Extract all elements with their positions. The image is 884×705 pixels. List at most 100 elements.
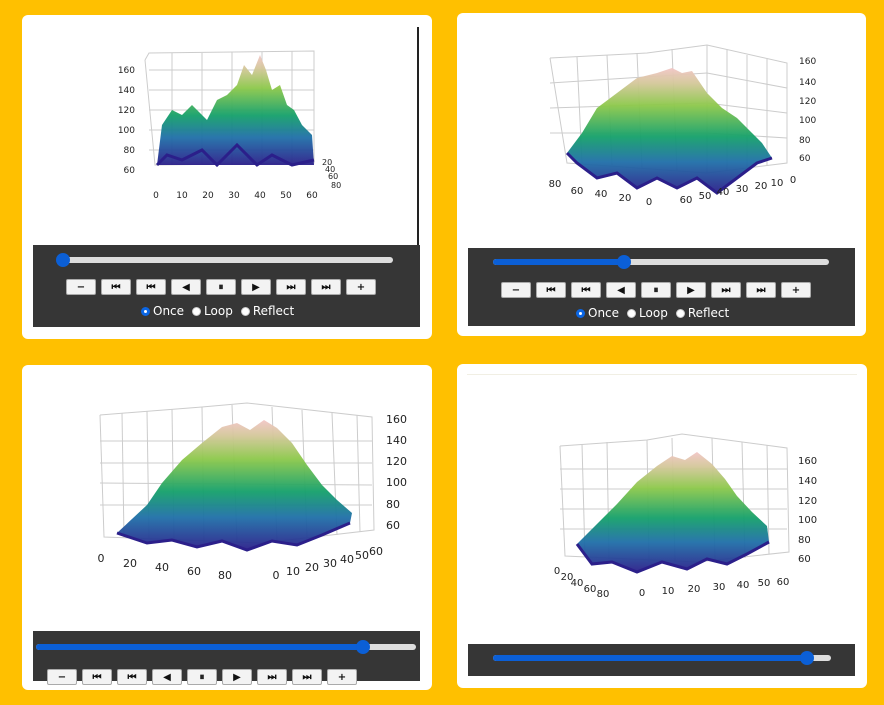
faster-button[interactable]: + xyxy=(781,282,811,298)
y-tick-label: 0 xyxy=(790,175,796,186)
x-tick-label: 80 xyxy=(549,179,562,190)
y-tick-label: 50 xyxy=(699,191,712,202)
y-tick-label: 30 xyxy=(713,582,726,593)
loop-mode-radio-group: Once Loop Reflect xyxy=(576,306,737,320)
radio-once[interactable]: Once xyxy=(141,304,184,318)
radio-label: Reflect xyxy=(687,306,730,320)
x-tick-label: 0 xyxy=(554,566,560,577)
animation-controls: − ⏮ ⏮ ◀ ⏸ ▶ ⏭ ⏭ + xyxy=(33,631,420,685)
radio-circle[interactable] xyxy=(141,307,150,316)
step-back-button[interactable]: ⏮ xyxy=(136,279,166,295)
radio-label: Once xyxy=(153,304,185,318)
step-back-button[interactable]: ⏮ xyxy=(571,282,601,298)
surface-plot-3: 160 140 120 100 80 60 0 20 40 60 80 0 10… xyxy=(98,402,407,582)
step-forward-button[interactable]: ⏭ xyxy=(257,669,287,685)
y-tick-label: 20 xyxy=(688,584,701,595)
y-tick-label: 30 xyxy=(736,184,749,195)
x-tick-label: 10 xyxy=(176,191,188,201)
slower-button[interactable]: − xyxy=(501,282,531,298)
slower-button[interactable]: − xyxy=(66,279,96,295)
animation-controls xyxy=(468,644,855,676)
slider-fill xyxy=(493,259,625,265)
y-tick-label: 40 xyxy=(340,553,354,566)
radio-circle[interactable] xyxy=(240,307,250,316)
play-reverse-button[interactable]: ◀ xyxy=(171,279,201,295)
pause-button[interactable]: ⏸ xyxy=(187,669,217,685)
pause-button[interactable]: ⏸ xyxy=(641,282,671,298)
y-tick-label: 20 xyxy=(305,561,319,574)
first-frame-button[interactable]: ⏮ xyxy=(536,282,566,298)
z-tick-label: 60 xyxy=(386,519,400,532)
radio-reflect[interactable]: Reflect xyxy=(240,304,295,318)
z-tick-label: 100 xyxy=(799,116,816,126)
play-button[interactable]: ▶ xyxy=(241,279,271,295)
z-tick-label: 100 xyxy=(118,126,135,136)
y-tick-label: 0 xyxy=(639,588,645,599)
y-tick-label: 40 xyxy=(737,580,750,591)
radio-circle[interactable] xyxy=(192,307,202,316)
animation-panel-3: 160 140 120 100 80 60 0 20 40 60 80 0 10… xyxy=(22,365,432,690)
last-frame-button[interactable]: ⏭ xyxy=(311,279,341,295)
y-tick-label: 80 xyxy=(331,181,341,190)
radio-circle[interactable] xyxy=(675,309,685,318)
y-tick-label: 20 xyxy=(322,158,332,167)
play-reverse-button[interactable]: ◀ xyxy=(606,282,636,298)
x-tick-label: 80 xyxy=(218,569,232,582)
z-tick-label: 120 xyxy=(798,496,817,507)
play-button[interactable]: ▶ xyxy=(222,669,252,685)
z-tick-label: 120 xyxy=(799,97,816,107)
last-frame-button[interactable]: ⏭ xyxy=(292,669,322,685)
x-tick-label: 40 xyxy=(254,191,266,201)
y-tick-label: 60 xyxy=(369,545,383,558)
radio-once[interactable]: Once xyxy=(576,306,619,320)
step-forward-button[interactable]: ⏭ xyxy=(276,279,306,295)
z-tick-label: 80 xyxy=(386,498,400,511)
x-tick-label: 60 xyxy=(306,191,318,201)
radio-label: Reflect xyxy=(252,304,295,318)
step-forward-button[interactable]: ⏭ xyxy=(711,282,741,298)
z-tick-label: 140 xyxy=(118,86,135,96)
faster-button[interactable]: + xyxy=(327,669,357,685)
x-tick-label: 80 xyxy=(597,589,610,600)
slower-button[interactable]: − xyxy=(47,669,77,685)
slider-thumb[interactable] xyxy=(617,255,632,269)
y-tick-label: 10 xyxy=(771,178,784,189)
radio-loop[interactable]: Loop xyxy=(627,306,668,320)
last-frame-button[interactable]: ⏭ xyxy=(746,282,776,298)
slider-thumb[interactable] xyxy=(355,640,370,654)
frame-slider[interactable] xyxy=(493,255,829,269)
surface-plot-1: 160 140 120 100 80 60 0 10 20 30 40 50 6… xyxy=(118,27,419,245)
z-tick-label: 60 xyxy=(799,154,811,164)
radio-circle[interactable] xyxy=(576,309,585,318)
z-tick-label: 160 xyxy=(386,413,407,426)
slider-thumb[interactable] xyxy=(56,253,70,267)
frame-slider[interactable] xyxy=(493,651,831,665)
slider-thumb[interactable] xyxy=(800,651,815,665)
z-tick-label: 80 xyxy=(798,535,811,546)
frame-slider[interactable] xyxy=(36,640,416,654)
play-button[interactable]: ▶ xyxy=(676,282,706,298)
step-back-button[interactable]: ⏮ xyxy=(117,669,147,685)
y-tick-label: 40 xyxy=(325,165,335,174)
animation-panel-2: 160 140 120 100 80 60 80 60 40 20 0 60 5… xyxy=(457,13,866,336)
x-tick-label: 60 xyxy=(187,565,201,578)
play-reverse-button[interactable]: ◀ xyxy=(152,669,182,685)
y-tick-label: 20 xyxy=(755,181,768,192)
x-tick-label: 60 xyxy=(584,584,597,595)
radio-reflect[interactable]: Reflect xyxy=(675,306,730,320)
divider xyxy=(467,374,857,375)
radio-circle[interactable] xyxy=(627,309,637,318)
radio-loop[interactable]: Loop xyxy=(192,304,233,318)
pause-button[interactable]: ⏸ xyxy=(206,279,236,295)
x-tick-label: 20 xyxy=(561,572,574,583)
x-tick-label: 20 xyxy=(619,193,632,204)
x-tick-label: 50 xyxy=(280,191,292,201)
slider-fill xyxy=(36,644,363,650)
y-tick-label: 50 xyxy=(758,578,771,589)
first-frame-button[interactable]: ⏮ xyxy=(82,669,112,685)
faster-button[interactable]: + xyxy=(346,279,376,295)
x-tick-label: 0 xyxy=(153,191,159,201)
first-frame-button[interactable]: ⏮ xyxy=(101,279,131,295)
frame-slider[interactable] xyxy=(56,253,393,267)
y-tick-label: 60 xyxy=(777,577,790,588)
